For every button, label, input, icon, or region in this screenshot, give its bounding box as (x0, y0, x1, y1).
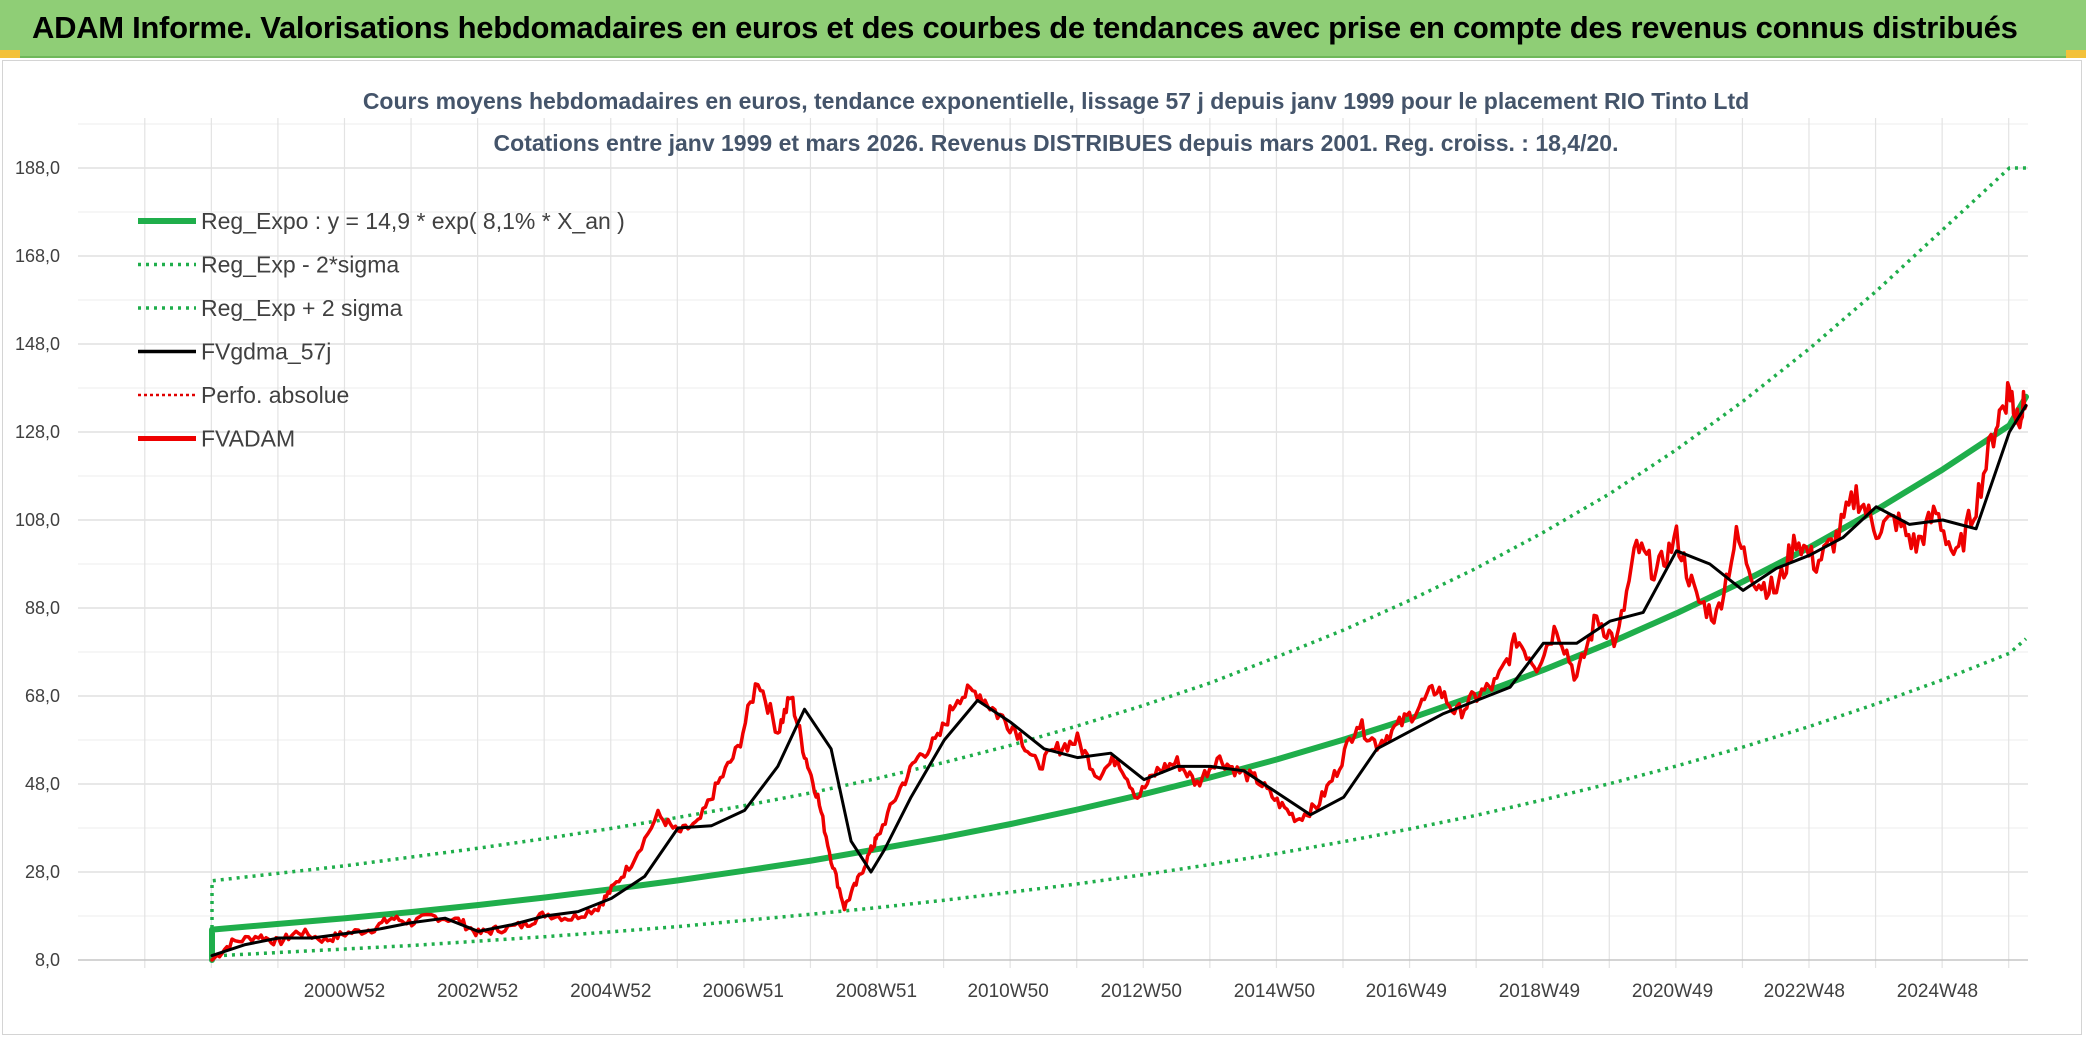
corner-marker-left (0, 50, 20, 58)
y-tick-label: 48,0 (25, 774, 60, 794)
x-tick-label: 2016W49 (1366, 981, 1447, 1002)
chart-legend: Reg_Expo : y = 14,9 * exp( 8,1% * X_an )… (138, 208, 625, 452)
x-tick-label: 2000W52 (304, 981, 385, 1002)
chart-title: Cours moyens hebdomadaires en euros, ten… (363, 88, 1749, 114)
x-tick-label: 2008W51 (836, 981, 917, 1002)
chart-subtitle: Cotations entre janv 1999 et mars 2026. … (494, 130, 1619, 156)
y-tick-label: 108,0 (15, 510, 60, 530)
report-title: ADAM Informe. Valorisations hebdomadaire… (32, 10, 2018, 45)
legend-label: FVgdma_57j (201, 339, 331, 365)
corner-marker-right (2066, 50, 2086, 58)
legend-label: Perfo. absolue (201, 382, 349, 408)
y-tick-label: 168,0 (15, 246, 60, 266)
legend-label: Reg_Exp + 2 sigma (201, 295, 403, 321)
legend-label: Reg_Exp - 2*sigma (201, 252, 399, 278)
x-tick-label: 2020W49 (1632, 981, 1713, 1002)
x-tick-label: 2006W51 (703, 981, 784, 1002)
legend-label: FVADAM (201, 426, 295, 452)
x-tick-label: 2024W48 (1897, 981, 1978, 1002)
chart-series (209, 166, 2029, 963)
x-tick-label: 2018W49 (1499, 981, 1580, 1002)
x-axis-ticks: 2000W52 2002W52 2004W52 2006W51 2008W51 2010W… (304, 981, 1978, 1002)
y-axis-ticks: 8,0 28,0 48,0 68,0 88,0 108,0 128,0 148,0 168,0 1… (15, 158, 60, 970)
y-tick-label: 8,0 (35, 950, 60, 970)
series-line-5 (210, 380, 2028, 962)
series-line-3 (210, 404, 2028, 958)
legend-label: Reg_Expo : y = 14,9 * exp( 8,1% * X_an ) (201, 208, 625, 234)
y-tick-label: 188,0 (15, 158, 60, 178)
x-tick-label: 2012W50 (1101, 981, 1182, 1002)
series-line-1 (210, 637, 2028, 960)
y-tick-label: 128,0 (15, 422, 60, 442)
report-banner: ADAM Informe. Valorisations hebdomadaire… (0, 0, 2086, 58)
series-line-0 (209, 393, 2029, 963)
x-tick-label: 2010W50 (967, 981, 1048, 1002)
chart-grid (78, 118, 2028, 968)
x-tick-label: 2004W52 (570, 981, 651, 1002)
x-tick-label: 2014W50 (1234, 981, 1315, 1002)
x-tick-label: 2022W48 (1764, 981, 1845, 1002)
x-tick-label: 2002W52 (437, 981, 518, 1002)
y-tick-label: 88,0 (25, 598, 60, 618)
y-tick-label: 148,0 (15, 334, 60, 354)
y-tick-label: 68,0 (25, 686, 60, 706)
series-line-2 (210, 166, 2026, 960)
y-tick-label: 28,0 (25, 862, 60, 882)
